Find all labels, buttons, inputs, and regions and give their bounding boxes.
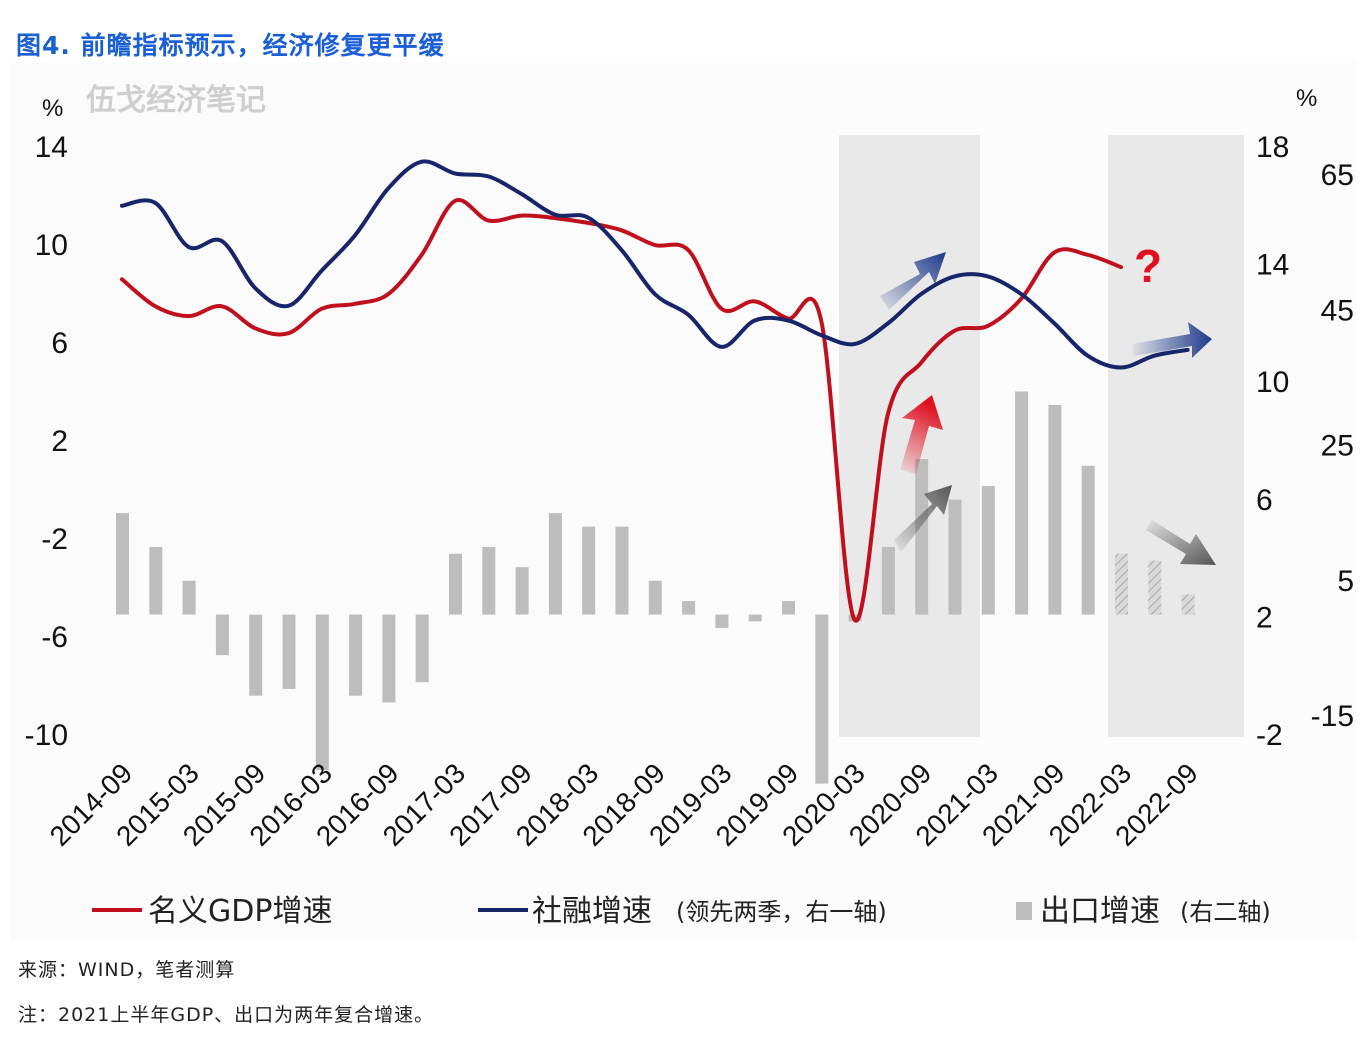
export-bar-2017-12	[548, 513, 562, 615]
right1-tick-label: 2	[1256, 601, 1273, 634]
export-bar-2016-09	[382, 614, 396, 703]
left-axis-ticks: 14 10 6 2 -2 -6 -10	[25, 131, 68, 752]
legend-export-swatch	[1016, 902, 1032, 920]
export-bar-2014-09	[116, 513, 129, 615]
export-bar-2018-06	[615, 526, 629, 615]
legend-tsf-sublabel: (领先两季，右一轴)	[676, 898, 887, 926]
left-tick-label: 10	[35, 229, 68, 262]
right-axis-1-ticks: 18 14 10 6 2 -2	[1256, 131, 1289, 752]
export-bar-2015-06	[215, 614, 229, 656]
export-bars	[116, 391, 1195, 784]
export-bar-2019-09	[782, 601, 795, 615]
right2-tick-label: 5	[1337, 565, 1354, 598]
right-axis-2-ticks: 65 45 25 5 -15	[1311, 159, 1354, 733]
red-arrow-up-icon	[900, 395, 943, 474]
export-bar-2022-06	[1148, 560, 1162, 615]
right2-tick-label: 45	[1321, 294, 1354, 327]
export-bar-2022-09	[1181, 594, 1195, 615]
legend: 名义GDP增速 社融增速 (领先两季，右一轴) 出口增速 (右二轴)	[92, 894, 1271, 929]
export-bar-2017-09	[515, 567, 529, 615]
right1-tick-label: 14	[1256, 249, 1289, 282]
right2-tick-label: 65	[1321, 159, 1354, 192]
export-bar-2020-09	[915, 459, 929, 615]
blue-arrow-up-icon	[880, 252, 946, 310]
right2-tick-label: -15	[1311, 700, 1354, 733]
trend-arrows	[880, 252, 1216, 565]
right1-tick-label: 18	[1256, 131, 1289, 164]
export-bar-2021-12	[1081, 465, 1095, 615]
export-bar-2021-06	[1015, 391, 1029, 615]
legend-gdp-label: 名义GDP增速	[148, 894, 332, 929]
gdp-growth-line	[120, 198, 1123, 623]
highlight-shades	[839, 135, 1244, 737]
export-bar-2021-03	[981, 486, 995, 615]
left-tick-label: 6	[51, 327, 68, 360]
left-tick-label: -2	[41, 523, 68, 556]
export-bar-2022-03	[1115, 553, 1128, 615]
blue-arrow-right-icon	[1132, 322, 1212, 358]
export-bar-2020-12	[948, 499, 962, 615]
right1-tick-label: 6	[1256, 484, 1273, 517]
export-bar-2015-12	[282, 614, 296, 689]
figure-title: 图4. 前瞻指标预示，经济修复更平缓	[16, 31, 445, 60]
export-bar-2017-03	[449, 553, 462, 615]
gray-arrow-down-icon	[1146, 520, 1216, 565]
export-bar-2016-06	[349, 614, 363, 696]
legend-export-sublabel: (右二轴)	[1180, 898, 1271, 926]
chart-canvas: ? 伍戈经济笔记 % % 14 10 6 2 -2 -6 -10 18 14 10 6 2 -2 65…	[25, 83, 1354, 929]
export-bar-2019-06	[748, 614, 762, 622]
right2-tick-label: 25	[1321, 430, 1354, 463]
export-bar-2018-12	[682, 601, 696, 615]
right-axis-unit: %	[1296, 85, 1317, 112]
legend-tsf-label: 社融增速	[532, 894, 652, 929]
right1-tick-label: -2	[1256, 719, 1283, 752]
note-text: 注：2021上半年GDP、出口为两年复合增速。	[18, 1004, 435, 1026]
watermark-text: 伍戈经济笔记	[86, 83, 266, 118]
export-bar-2019-12	[815, 614, 829, 784]
export-bar-2017-06	[482, 546, 496, 615]
gray-arrow-up-icon	[894, 485, 952, 552]
question-mark: ?	[1134, 240, 1162, 292]
tsf-growth-line	[120, 159, 1190, 370]
x-axis-ticks: 2014-092015-032015-092016-032016-092017-…	[44, 757, 1204, 852]
export-bar-2018-09	[648, 580, 662, 615]
right1-tick-label: 10	[1256, 366, 1289, 399]
source-text: 来源：WIND，笔者测算	[18, 959, 236, 981]
left-axis-unit: %	[42, 95, 63, 122]
left-tick-label: 14	[35, 131, 68, 164]
export-bar-2016-12	[415, 614, 429, 683]
left-tick-label: -10	[25, 719, 68, 752]
highlight-period-2	[1108, 135, 1244, 737]
export-bar-2020-06	[881, 546, 895, 615]
export-bar-2021-09	[1048, 404, 1062, 615]
export-bar-2019-03	[715, 614, 729, 629]
legend-export-label: 出口增速	[1040, 894, 1160, 929]
export-bar-2015-09	[249, 614, 263, 696]
left-tick-label: 2	[51, 425, 68, 458]
export-bar-2015-03	[182, 580, 196, 615]
left-tick-label: -6	[41, 621, 68, 654]
series-lines	[120, 159, 1190, 623]
export-bar-2018-03	[582, 526, 596, 615]
export-bar-2016-03	[315, 614, 329, 771]
export-bar-2014-12	[149, 546, 163, 615]
highlight-period-1	[839, 135, 980, 737]
